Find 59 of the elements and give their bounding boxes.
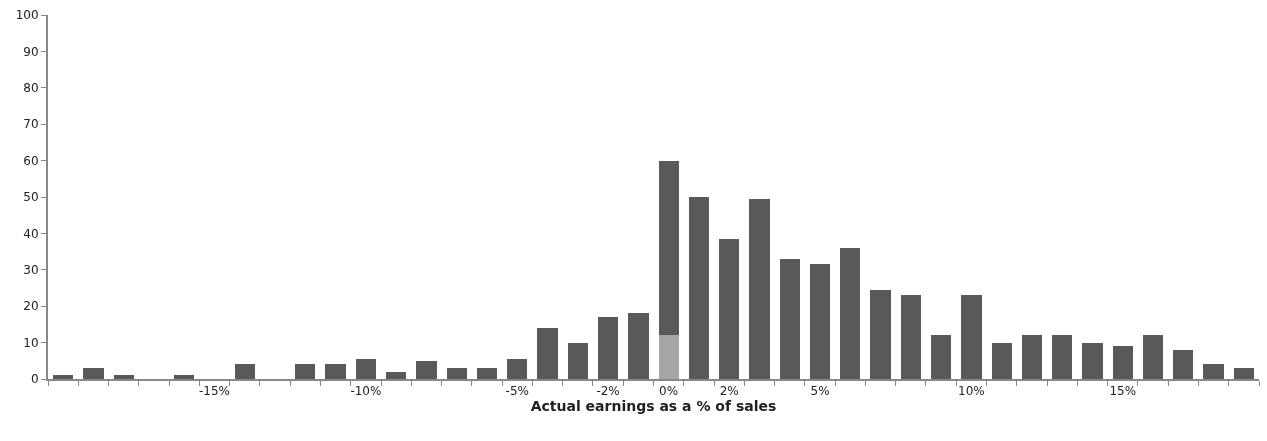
bar bbox=[1203, 364, 1224, 379]
bar bbox=[53, 375, 74, 379]
x-tick-label: -2% bbox=[596, 384, 620, 399]
bar bbox=[1173, 349, 1194, 379]
bar bbox=[507, 358, 528, 379]
bar bbox=[325, 364, 346, 379]
x-tick-label: -5% bbox=[505, 384, 529, 399]
y-tick-label: 40 bbox=[23, 226, 39, 241]
y-tick-label: 90 bbox=[23, 44, 39, 59]
bar bbox=[386, 371, 407, 379]
x-tick-label: 10% bbox=[958, 384, 985, 399]
bar bbox=[83, 368, 104, 379]
bar bbox=[1021, 335, 1043, 379]
x-tick-label: -10% bbox=[350, 384, 382, 399]
y-tick-label: 50 bbox=[23, 190, 39, 205]
bar bbox=[1233, 368, 1254, 379]
x-axis-title: Actual earnings as a % of sales bbox=[530, 398, 777, 415]
bar bbox=[961, 295, 982, 379]
y-tick-label: 60 bbox=[23, 153, 39, 168]
bar bbox=[719, 238, 740, 379]
bar bbox=[597, 317, 619, 379]
bar bbox=[658, 335, 679, 379]
bar bbox=[234, 364, 255, 379]
bar bbox=[900, 295, 921, 379]
bar bbox=[295, 364, 316, 379]
bar bbox=[930, 335, 952, 379]
x-tick-label: 2% bbox=[719, 384, 739, 399]
bar bbox=[567, 342, 588, 379]
bar bbox=[1112, 346, 1133, 379]
bar bbox=[1142, 335, 1164, 379]
bar bbox=[809, 264, 831, 379]
bar bbox=[174, 375, 195, 379]
bar bbox=[476, 368, 498, 379]
bar bbox=[628, 313, 649, 379]
x-tick-label: 15% bbox=[1109, 384, 1137, 399]
x-tick-label: -15% bbox=[199, 384, 231, 399]
y-tick-label: 20 bbox=[23, 299, 39, 314]
bar bbox=[446, 368, 467, 379]
bar bbox=[779, 258, 800, 379]
bar bbox=[355, 358, 377, 379]
y-tick-label: 30 bbox=[23, 263, 39, 277]
bar bbox=[749, 198, 770, 379]
bar bbox=[1082, 342, 1103, 379]
bar bbox=[688, 197, 710, 379]
bar bbox=[991, 342, 1012, 379]
y-tick-label: 10 bbox=[23, 335, 39, 350]
x-tick-label: 5% bbox=[810, 384, 830, 399]
y-tick-label: 0 bbox=[30, 372, 39, 387]
bar bbox=[658, 160, 679, 336]
bar bbox=[1052, 335, 1073, 379]
x-tick-label: 0% bbox=[659, 384, 679, 399]
bar bbox=[840, 247, 861, 379]
bar bbox=[416, 360, 437, 379]
bar bbox=[870, 289, 891, 379]
y-tick-label: 100 bbox=[15, 8, 39, 23]
y-tick-label: 70 bbox=[23, 117, 39, 132]
bar bbox=[537, 328, 558, 379]
bar bbox=[113, 375, 134, 379]
y-tick-label: 80 bbox=[23, 81, 39, 95]
